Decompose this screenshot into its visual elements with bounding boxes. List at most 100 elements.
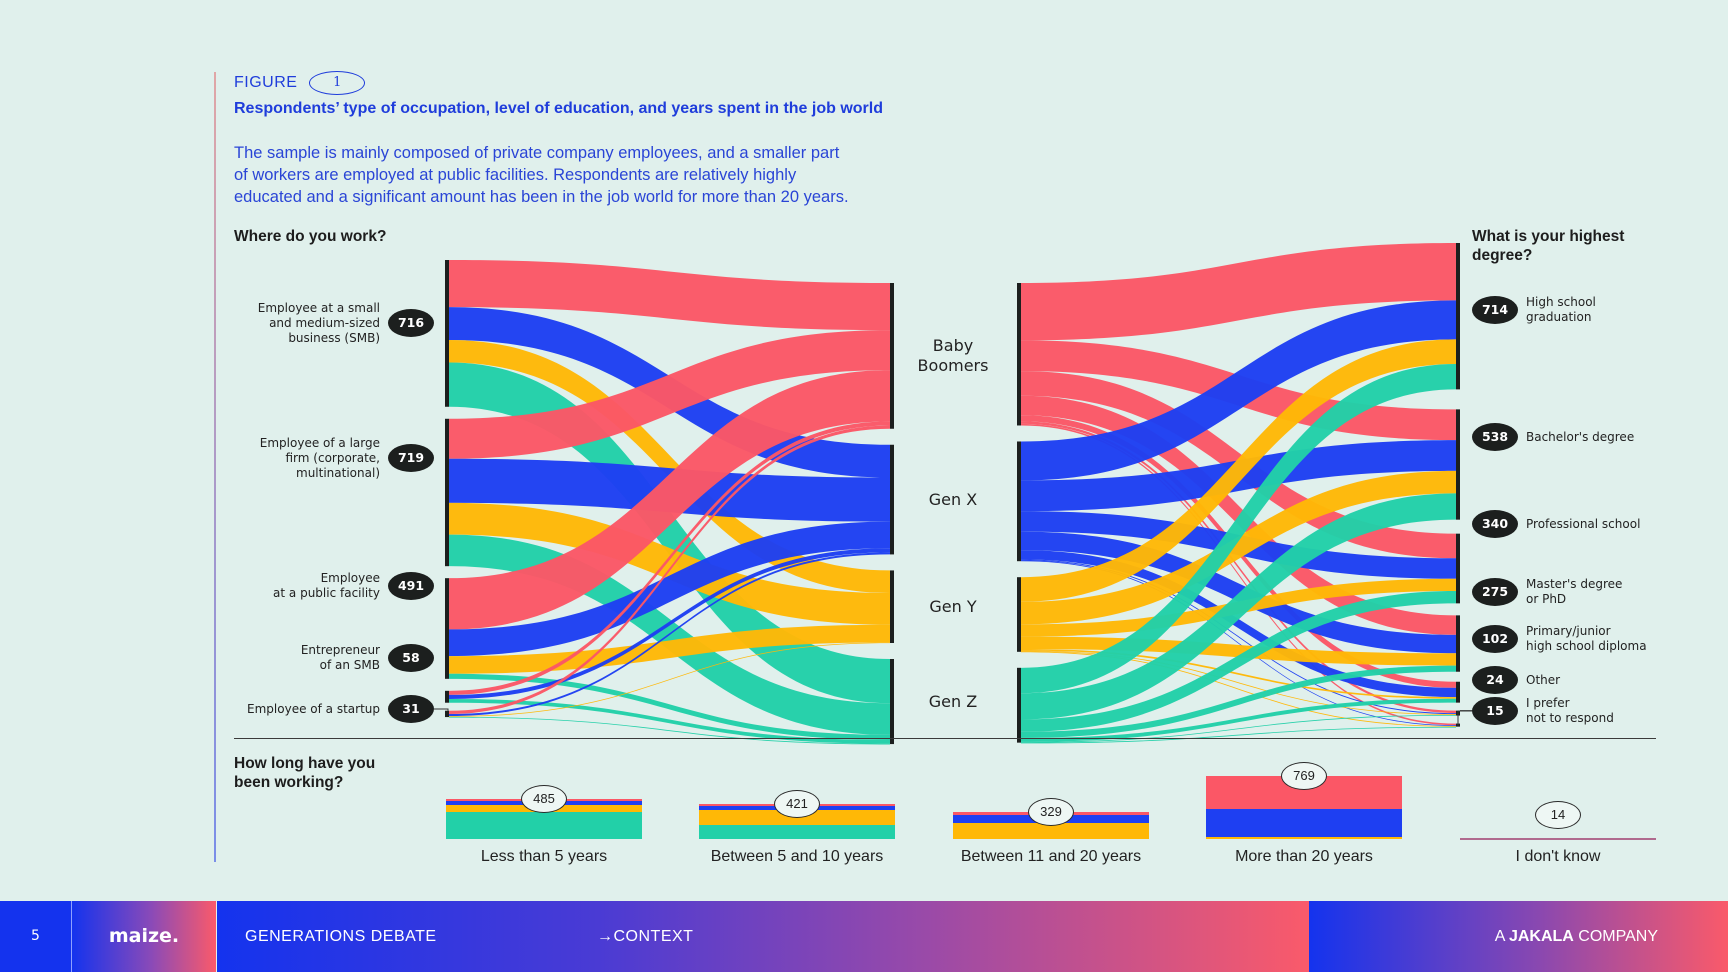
label-line: business (SMB) [288, 330, 380, 345]
work-node-bar [445, 578, 449, 679]
company-prefix: A [1494, 928, 1505, 945]
bar-segment-gen-y [953, 822, 1149, 839]
work-type-label: Employee of a large firm (corporate, multi… [200, 436, 380, 481]
generation-node-bar [890, 570, 894, 643]
flow-work-to-generation [449, 699, 890, 744]
flow-work-to-generation [449, 673, 890, 740]
label-line: graduation [1526, 310, 1592, 324]
degree-question: What is your highest degree? [1472, 228, 1625, 264]
bar-segment-gen-y [1206, 837, 1402, 839]
flow-generation-to-degree [1021, 714, 1456, 743]
bar-total-label: 485 [521, 785, 567, 814]
figure-label: FIGURE 1 [234, 71, 366, 95]
generation-label: Baby Boomers [893, 336, 1013, 376]
flow-work-to-generation [449, 521, 890, 657]
flow-generation-to-degree [1021, 591, 1456, 732]
generation-node-bar [890, 659, 894, 745]
degree-label: High school graduation [1526, 295, 1716, 325]
flow-work-to-generation [449, 502, 890, 625]
generation-node-bar [1017, 667, 1021, 743]
work-type-label: Employee at a public facility [200, 571, 380, 601]
bar-total-label: 421 [774, 790, 820, 819]
flow-generation-to-degree [1021, 423, 1456, 726]
flow-generation-to-degree [1021, 726, 1456, 744]
generation-label: Gen Z [893, 692, 1013, 712]
bar-segment-gen-x [1206, 808, 1402, 838]
count-badge: 340 [1472, 510, 1518, 538]
degree-node-bar [1456, 533, 1460, 604]
flow-generation-to-degree [1021, 493, 1456, 720]
count-badge: 58 [388, 644, 434, 672]
count-badge: 24 [1472, 666, 1518, 694]
flow-generation-to-degree [1021, 648, 1456, 699]
count-badge: 491 [388, 572, 434, 600]
flow-work-to-generation [449, 330, 890, 459]
description-line: The sample is mainly composed of private… [234, 144, 840, 162]
flow-work-to-generation [449, 421, 890, 695]
flow-work-to-generation [449, 362, 890, 704]
label-line: Employee [320, 571, 380, 585]
label-line: Entrepreneur [300, 643, 380, 657]
footer-nav: GENERATIONS DEBATE →CONTEXT [217, 901, 1309, 972]
flow-generation-to-degree [1021, 395, 1456, 635]
label-line: at a public facility [273, 586, 380, 600]
flow-work-to-generation [449, 339, 890, 593]
figure-number: 1 [309, 71, 366, 95]
years-question: How long have you been working? [234, 754, 404, 792]
generation-node-bar [890, 283, 894, 429]
count-badge: 275 [1472, 578, 1518, 606]
left-accent-line [214, 72, 216, 862]
degree-node-bar [1456, 409, 1460, 520]
flow-generation-to-degree [1021, 421, 1456, 714]
label-line: Primary/junior [1526, 624, 1611, 638]
footer-bar: 5 maize. GENERATIONS DEBATE →CONTEXT A J… [0, 901, 1728, 972]
count-badge: 31 [388, 695, 434, 723]
count-badge: 15 [1472, 697, 1518, 725]
degree-node-bar [1456, 243, 1460, 390]
prefer-not-connector-line [1457, 710, 1472, 726]
flow-generation-to-degree [1021, 339, 1456, 602]
company-band: A JAKALA COMPANY [1309, 901, 1728, 972]
generation-node-bar [1017, 283, 1021, 426]
flow-generation-to-degree [1021, 243, 1456, 341]
flow-generation-to-degree [1021, 363, 1456, 694]
degree-label: Professional school [1526, 517, 1716, 532]
context-link[interactable]: →CONTEXT [597, 901, 693, 972]
label-line: or PhD [1526, 592, 1567, 606]
context-link-label: CONTEXT [613, 928, 694, 945]
flow-generation-to-degree [1021, 559, 1456, 715]
flow-generation-to-degree [1021, 651, 1456, 727]
bar-category-label: Between 5 and 10 years [710, 848, 884, 865]
label-line: and medium-sized [269, 315, 380, 330]
flow-generation-to-degree [1021, 550, 1456, 698]
bar-segment-gen-z [446, 811, 642, 839]
label-line: Employee of a large [259, 435, 380, 450]
count-badge: 102 [1472, 625, 1518, 653]
figure-label-text: FIGURE [234, 74, 298, 91]
flow-work-to-generation [449, 642, 890, 717]
section-link[interactable]: GENERATIONS DEBATE [245, 928, 437, 945]
work-node-bar [445, 418, 449, 567]
flow-work-to-generation [449, 260, 890, 331]
label-line: Master's degree [1526, 577, 1623, 591]
work-node-bar [445, 260, 449, 407]
bar-category-label: Between 11 and 20 years [960, 848, 1142, 865]
bar-total-label: 769 [1281, 761, 1327, 790]
flow-generation-to-degree [1021, 665, 1456, 738]
company-credit: A JAKALA COMPANY [1495, 901, 1658, 972]
work-node-bar [445, 710, 449, 718]
work-node-bar [445, 690, 449, 703]
maize-logo[interactable]: maize. [72, 901, 216, 972]
label-line: not to respond [1526, 711, 1614, 725]
degree-label: Bachelor's degree [1526, 430, 1716, 445]
degree-node-bar [1456, 615, 1460, 672]
work-type-label: Employee at a small and medium-sized busin… [200, 301, 380, 346]
flow-work-to-generation [449, 548, 890, 700]
figure-title: Respondents’ type of occupation, level o… [234, 100, 883, 117]
label-line: Professional school [1526, 516, 1641, 531]
years-question-line: been working? [234, 774, 344, 791]
flow-generation-to-degree [1021, 560, 1456, 727]
label-line: Employee at a small [257, 300, 380, 315]
company-suffix: COMPANY [1578, 928, 1658, 945]
